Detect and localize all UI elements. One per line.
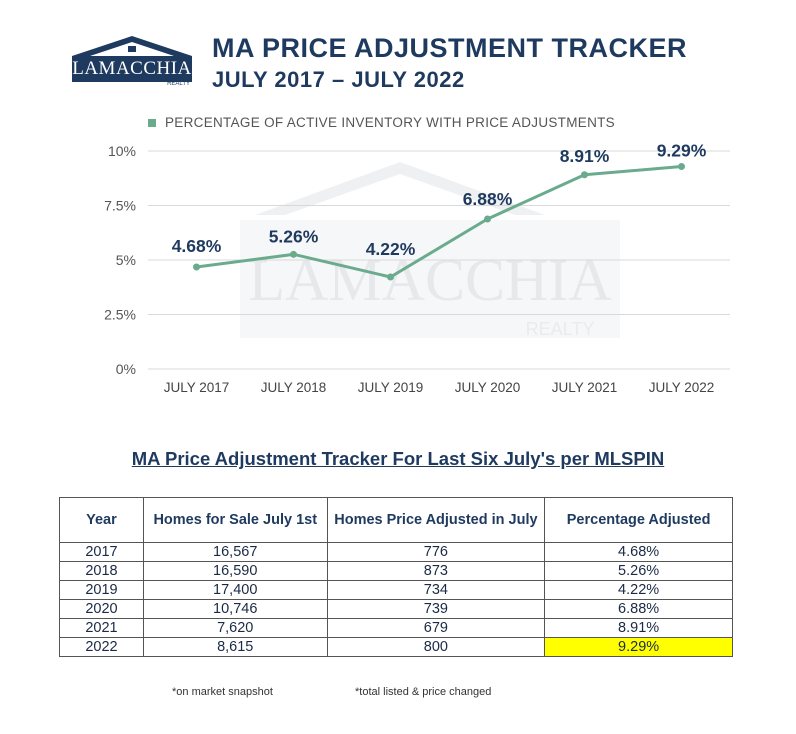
- cell-homes-for-sale: 7,620: [142, 618, 328, 638]
- cell-homes-for-sale: 8,615: [142, 637, 328, 657]
- data-label: 5.26%: [269, 226, 319, 246]
- header-year: Year: [59, 497, 144, 543]
- chart-series: [193, 162, 685, 281]
- x-tick-label: JULY 2022: [649, 380, 715, 395]
- legend-label: PERCENTAGE OF ACTIVE INVENTORY WITH PRIC…: [165, 115, 615, 130]
- data-point: [581, 171, 588, 179]
- data-point: [387, 273, 394, 281]
- watermark-subtext: REALTY: [526, 319, 595, 339]
- y-tick-label: 0%: [116, 361, 136, 377]
- cell-percentage: 4.68%: [544, 542, 733, 562]
- company-logo: LAMACCHIA REALTY: [72, 34, 192, 94]
- watermark-band: [240, 220, 620, 338]
- table-row: 2017 16,567 776 4.68%: [59, 542, 733, 562]
- footnote-snapshot: *on market snapshot: [172, 686, 273, 698]
- cell-homes-for-sale: 16,590: [142, 561, 328, 581]
- table-row: 2018 16,590 873 5.26%: [59, 561, 733, 581]
- data-label: 4.68%: [172, 236, 222, 256]
- logo-wordmark: LAMACCHIA: [72, 56, 192, 82]
- header-homes-for-sale: Homes for Sale July 1st: [142, 497, 328, 543]
- watermark-roof-inner: [285, 174, 515, 215]
- cell-percentage: 4.22%: [544, 580, 733, 600]
- y-tick-label: 7.5%: [104, 198, 136, 214]
- data-label: 8.91%: [560, 146, 610, 166]
- cell-year: 2020: [59, 599, 144, 619]
- x-axis: JULY 2017 JULY 2018 JULY 2019 JULY 2020 JULY…: [164, 380, 715, 395]
- table-title: MA Price Adjustment Tracker For Last Six…: [131, 448, 665, 469]
- data-label: 6.88%: [463, 189, 513, 209]
- cell-homes-for-sale: 17,400: [142, 580, 328, 600]
- data-table: Year Homes for Sale July 1st Homes Price…: [59, 497, 733, 657]
- x-tick-label: JULY 2018: [261, 380, 327, 395]
- x-tick-label: JULY 2017: [164, 380, 230, 395]
- table-row: 2020 10,746 739 6.88%: [59, 599, 733, 619]
- cell-homes-for-sale: 16,567: [142, 542, 328, 562]
- table-row: 2021 7,620 679 8.91%: [59, 618, 733, 638]
- table-header-row: Year Homes for Sale July 1st Homes Price…: [59, 497, 733, 543]
- y-tick-label: 10%: [108, 143, 136, 159]
- x-tick-label: JULY 2021: [552, 380, 618, 395]
- series-line: [196, 164, 682, 279]
- cell-percentage-highlighted: 9.29%: [544, 637, 733, 657]
- page-title: MA PRICE ADJUSTMENT TRACKER: [212, 33, 688, 63]
- cell-price-adjusted: 873: [326, 561, 546, 581]
- legend-swatch: [148, 118, 156, 127]
- x-tick-label: JULY 2019: [358, 380, 424, 395]
- header-price-adjusted: Homes Price Adjusted in July: [326, 497, 546, 543]
- data-labels: 4.68% 5.26% 4.22% 6.88% 8.91% 9.29%: [172, 140, 707, 259]
- data-point: [193, 263, 200, 271]
- y-tick-label: 2.5%: [104, 307, 136, 323]
- data-label: 9.29%: [657, 140, 707, 160]
- cell-homes-for-sale: 10,746: [142, 599, 328, 619]
- cell-price-adjusted: 679: [326, 618, 546, 638]
- cell-percentage: 8.91%: [544, 618, 733, 638]
- cell-year: 2018: [59, 561, 144, 581]
- y-axis: 0% 2.5% 5% 7.5% 10%: [104, 143, 136, 377]
- chart-legend: PERCENTAGE OF ACTIVE INVENTORY WITH PRIC…: [148, 115, 615, 130]
- cell-price-adjusted: 739: [326, 599, 546, 619]
- cell-year: 2017: [59, 542, 144, 562]
- header-percentage: Percentage Adjusted: [544, 497, 733, 543]
- table-row: 2019 17,400 734 4.22%: [59, 580, 733, 600]
- data-point: [484, 215, 491, 223]
- cell-percentage: 5.26%: [544, 561, 733, 581]
- footnote-price-changed: *total listed & price changed: [355, 686, 492, 698]
- x-tick-label: JULY 2020: [455, 380, 521, 395]
- cell-year: 2022: [59, 637, 144, 657]
- cell-percentage: 6.88%: [544, 599, 733, 619]
- cell-price-adjusted: 800: [326, 637, 546, 657]
- y-tick-label: 5%: [116, 252, 136, 268]
- cell-year: 2021: [59, 618, 144, 638]
- logo-subtext: REALTY: [167, 81, 190, 87]
- cell-year: 2019: [59, 580, 144, 600]
- table-row: 2022 8,615 800 9.29%: [59, 637, 733, 657]
- data-point: [678, 162, 685, 170]
- data-label: 4.22%: [366, 239, 416, 259]
- cell-price-adjusted: 776: [326, 542, 546, 562]
- cell-price-adjusted: 734: [326, 580, 546, 600]
- data-point: [290, 250, 297, 258]
- house-roof-icon: [72, 36, 192, 56]
- chart-grid: [148, 150, 730, 370]
- page-subtitle: JULY 2017 – JULY 2022: [212, 67, 465, 92]
